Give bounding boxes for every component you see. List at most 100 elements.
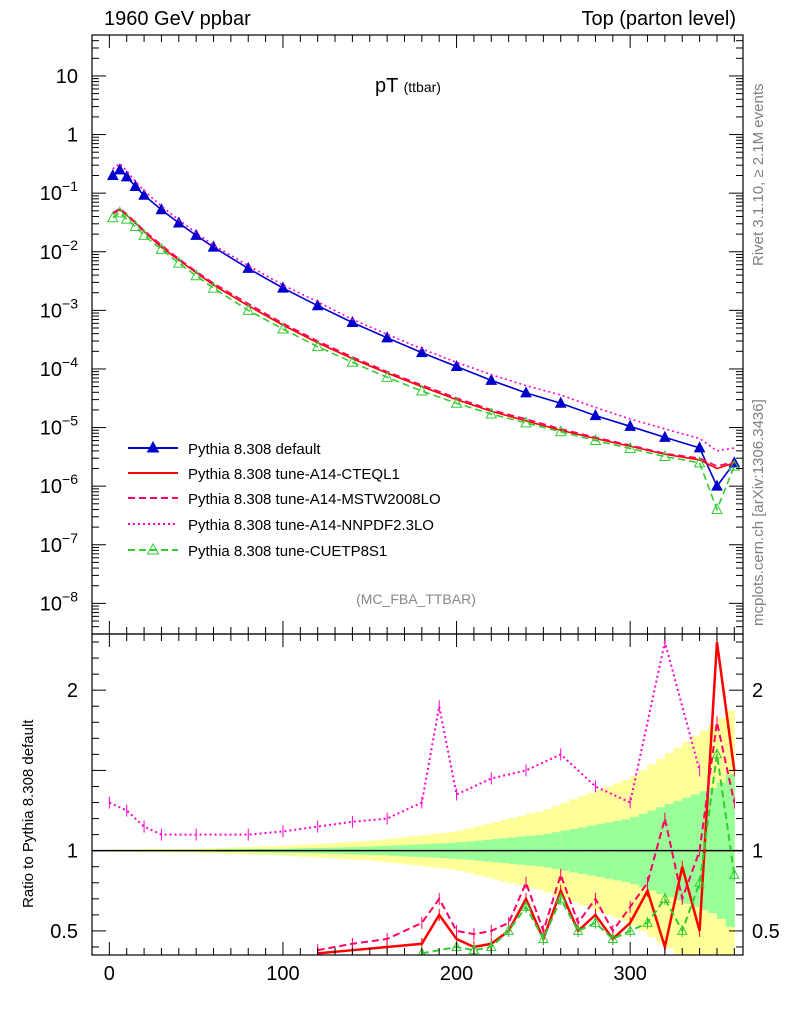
series-line-2 <box>112 207 735 467</box>
ratio-point-marker <box>659 892 671 903</box>
ratio-point-marker <box>607 932 619 943</box>
y-tick-label: 1 <box>67 125 78 147</box>
series-point-4 <box>554 425 567 437</box>
series-point-0 <box>520 386 532 398</box>
series-point-4 <box>190 269 202 281</box>
ratio-series-line-1 <box>317 641 736 955</box>
legend-swatch-marker <box>146 440 160 453</box>
plot-title-main: pT <box>375 75 404 97</box>
ratio-point-marker <box>538 932 549 943</box>
series-point-0 <box>107 168 119 181</box>
y-tick-exponent: −6 <box>62 471 78 487</box>
y-tick-label: 10−6 <box>40 471 78 498</box>
series-point-4 <box>129 219 142 231</box>
series-line-1 <box>112 208 735 470</box>
ratio-y-tick-label-left: 2 <box>67 680 78 702</box>
series-point-0 <box>113 163 126 175</box>
series-point-4 <box>113 206 126 218</box>
plot-title: pT (ttbar) <box>375 75 441 97</box>
ratio-point-marker <box>590 916 601 927</box>
y-tick-label: 10 <box>56 66 78 88</box>
ratio-y-tick-label-left: 1 <box>67 841 78 863</box>
y-tick-exponent: −7 <box>62 530 78 546</box>
ratio-bands <box>92 710 743 955</box>
y-tick-mantissa: 10 <box>40 593 62 615</box>
ratio-y-tick-label-right: 2 <box>752 680 763 702</box>
legend-label: Pythia 8.308 default <box>188 441 321 458</box>
series-line-3 <box>112 162 735 452</box>
series-point-4 <box>242 303 255 315</box>
series-point-0 <box>138 188 150 200</box>
y-tick-exponent: −1 <box>62 178 78 194</box>
y-tick-mantissa: 10 <box>40 242 62 264</box>
series-point-0 <box>311 299 324 311</box>
series-point-0 <box>589 409 602 421</box>
x-tick-label: 0 <box>104 963 115 985</box>
ratio-point-marker <box>520 900 532 911</box>
ratio-point-marker <box>572 924 584 935</box>
series-point-4 <box>311 340 324 352</box>
ratio-point-marker <box>503 924 514 935</box>
plot-title-sub: (ttbar) <box>404 79 441 95</box>
ratio-point-marker <box>676 924 688 935</box>
y-tick-exponent: −8 <box>62 588 78 604</box>
series-point-0 <box>624 419 636 431</box>
x-tick-label: 100 <box>266 963 299 985</box>
series-point-4 <box>346 355 359 367</box>
series-point-0 <box>659 430 671 442</box>
series-point-4 <box>416 384 428 396</box>
ratio-y-tick-label-left: 0.5 <box>50 921 78 943</box>
series-point-4 <box>693 456 706 468</box>
energy-label: 1960 GeV ppbar <box>104 8 251 30</box>
series-point-4 <box>711 502 723 514</box>
ratio-point-marker <box>728 868 740 879</box>
series-point-0 <box>129 179 142 191</box>
ratio-y-tick-label-right: 0.5 <box>752 921 780 943</box>
y-tick-label: 10−8 <box>40 588 78 615</box>
series-point-4 <box>659 449 671 462</box>
ratio-frame <box>91 633 744 956</box>
y-tick-label: 10−1 <box>40 178 78 205</box>
series-point-0 <box>554 396 567 408</box>
series-point-4 <box>450 396 463 408</box>
y-tick-label: 10−7 <box>40 530 78 557</box>
y-tick-mantissa: 10 <box>40 183 62 205</box>
x-tick-label: 300 <box>613 963 646 985</box>
series-point-0 <box>346 315 359 328</box>
series-point-0 <box>450 359 463 372</box>
ratio-series-line-0 <box>108 641 701 836</box>
series-point-0 <box>155 203 168 215</box>
y-tick-exponent: −5 <box>62 413 78 429</box>
y-tick-label: 10−3 <box>40 295 78 322</box>
ratio-point-marker <box>642 916 653 927</box>
ratio-y-tick-label-right: 1 <box>752 841 763 863</box>
y-tick-exponent: −4 <box>62 354 78 370</box>
series-point-4 <box>728 459 741 471</box>
ratio-point-marker <box>555 892 567 903</box>
series-point-0 <box>207 240 220 252</box>
ratio-series-line-2 <box>317 722 736 952</box>
series-line-0 <box>112 168 735 488</box>
series-point-4 <box>624 441 636 453</box>
legend-label: Pythia 8.308 tune-A14-MSTW2008LO <box>188 491 441 508</box>
y-tick-exponent: −2 <box>62 237 78 253</box>
series-point-4 <box>589 433 602 446</box>
ratio-point-marker <box>694 876 705 887</box>
series-line-4 <box>112 211 736 512</box>
y-tick-label: 10−5 <box>40 413 78 440</box>
legend-label: Pythia 8.308 tune-A14-CTEQL1 <box>188 466 400 483</box>
series-point-0 <box>172 216 185 228</box>
ratio-point-marker <box>711 748 723 759</box>
series-point-4 <box>381 370 393 382</box>
series-point-4 <box>485 407 498 419</box>
analysis-label: (MC_FBA_TTBAR) <box>356 591 476 607</box>
y-tick-mantissa: 10 <box>40 535 62 557</box>
legend-label: Pythia 8.308 tune-CUETP8S1 <box>188 543 387 560</box>
series-point-0 <box>693 441 706 453</box>
ratio-point-marker <box>417 947 426 955</box>
y-tick-mantissa: 10 <box>40 359 62 381</box>
series-point-0 <box>381 331 393 343</box>
legend-swatch-marker <box>146 542 160 555</box>
